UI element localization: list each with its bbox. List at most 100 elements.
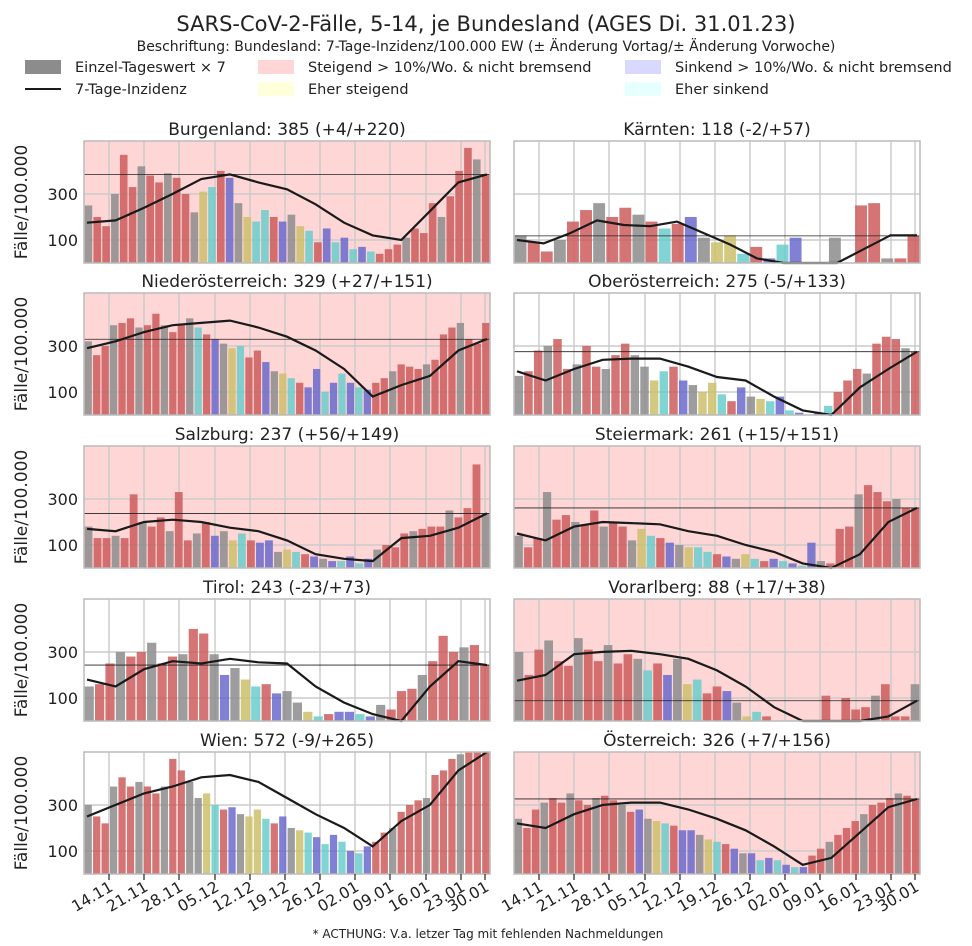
data-bar [363,389,371,415]
data-bar [524,674,534,721]
data-bar [760,561,769,568]
data-bar [593,203,606,263]
data-bar [835,528,844,568]
data-bar [704,839,713,874]
data-bar [890,716,900,721]
data-bar [834,834,842,874]
incidence-line [516,797,918,866]
data-bar [169,758,177,874]
data-bar [321,844,329,874]
data-bar [789,237,802,263]
data-bar [571,521,580,568]
data-bar [773,860,782,874]
data-bar [328,561,337,568]
data-bar [472,159,481,263]
incidence-line [86,512,488,563]
y-tick-label: 300 [47,185,78,204]
y-axis-label: Fälle/100.000 [12,450,32,565]
data-bar [109,325,118,415]
data-bar [880,684,890,721]
data-bar [724,235,737,263]
data-bar [826,563,835,568]
data-bar [93,216,102,263]
data-bar [118,777,126,874]
data-bar [808,855,816,874]
data-bar [146,175,155,263]
incidence-line [86,319,488,398]
data-bar [747,853,756,874]
data-bar [868,804,877,874]
data-bar [756,860,764,874]
data-bar [138,521,147,568]
data-bar [216,170,225,263]
data-bar [165,531,174,568]
data-bar [693,547,703,568]
data-bar [881,336,891,415]
data-bar [816,561,825,568]
data-bar [599,526,608,568]
data-bar [234,203,243,263]
data-bar [659,371,669,415]
data-bar [84,804,92,874]
data-bar [135,781,143,874]
data-bar [111,193,119,263]
data-bar [454,517,463,568]
data-bar [765,401,775,415]
chart-title: SARS-CoV-2-Fälle, 5-14, je Bundesland (A… [176,12,795,36]
data-bar [613,663,623,721]
data-bar [469,645,479,721]
data-bar [237,533,246,568]
data-bar [120,538,129,568]
data-bar [481,513,490,568]
data-bar [380,832,388,874]
data-bar [465,339,473,415]
legend-swatch-bar [25,60,61,74]
panel-title: Kärnten: 118 (-2/+57) [623,120,810,140]
legend-swatch-patch [625,60,661,74]
data-bar [593,661,603,721]
data-bar [797,565,807,568]
panel-frame [513,292,921,416]
data-bar [653,663,662,721]
data-bar [794,412,804,415]
y-axis-label: Fälle/100.000 [12,297,32,412]
data-bar [851,821,859,874]
panel: Kärnten: 118 (-2/+57) [513,120,921,265]
data-bar [211,804,219,874]
y-axis-label: Fälle/100.000 [12,756,32,871]
data-bar [296,226,305,263]
data-bar [765,857,773,874]
data-bar [312,368,321,415]
data-bar [652,821,661,874]
data-bar [174,492,183,568]
data-bar [84,686,94,721]
data-bar [406,366,414,415]
data-bar [741,554,750,568]
data-bar [583,649,593,721]
data-bar [557,802,566,874]
legend-label: Eher sinkend [675,82,769,98]
data-bar [172,177,181,263]
data-bar [437,216,446,263]
data-bar [152,313,160,415]
data-bar [169,332,177,415]
data-bar [119,154,128,263]
data-bar [540,251,553,263]
data-bar [338,373,346,415]
data-bar [340,237,349,263]
data-bar [552,519,561,568]
data-bar [194,327,202,415]
data-bar [640,366,649,415]
data-bar [542,492,552,568]
data-bar [459,647,469,721]
legend-label: Einzel-Tageswert × 7 [75,60,226,76]
data-bar [393,244,402,263]
data-bar [862,373,872,415]
data-bar [903,795,911,874]
data-bar [211,339,219,415]
data-bar [304,387,312,415]
data-bar [722,691,732,721]
data-bar [472,464,481,568]
data-bar [329,382,338,415]
